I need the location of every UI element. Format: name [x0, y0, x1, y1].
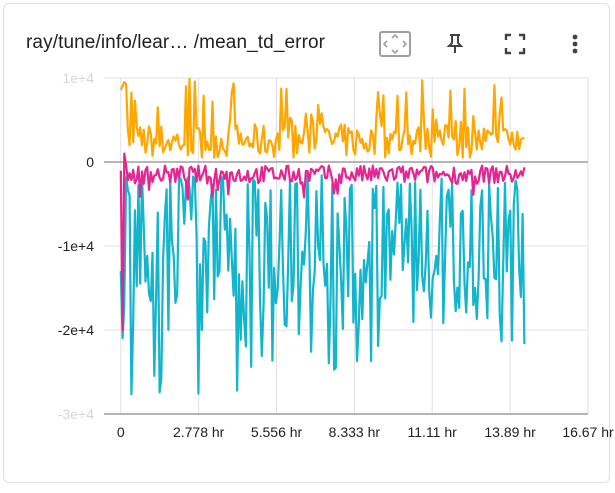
y-tick-label: -1e+4	[58, 238, 94, 254]
series-line	[119, 174, 526, 396]
pin-icon	[446, 34, 464, 53]
more-options-button[interactable]	[558, 28, 592, 60]
y-tick-label: -3e+4	[58, 406, 94, 422]
fullscreen-button[interactable]	[498, 28, 532, 60]
series-line	[119, 152, 526, 332]
x-tick-label: 2.778 hr	[173, 424, 225, 440]
x-tick-label: 8.333 hr	[329, 424, 381, 440]
x-tick-label: 0	[117, 424, 125, 440]
pin-button[interactable]	[438, 28, 472, 60]
y-tick-label: -2e+4	[58, 322, 94, 338]
fit-domain-button[interactable]	[378, 28, 412, 60]
fullscreen-icon	[504, 33, 526, 55]
y-tick-label: 0	[86, 154, 94, 170]
x-tick-label: 5.556 hr	[251, 424, 303, 440]
chart-title: ray/tune/info/lear… /mean_td_error	[26, 32, 326, 53]
x-tick-label: 11.11 hr	[408, 424, 458, 440]
x-tick-label: 16.67 hr	[562, 424, 614, 440]
series-line	[119, 78, 525, 159]
x-tick-label: 13.89 hr	[484, 424, 536, 440]
fit-domain-icon	[379, 31, 411, 57]
more-vert-icon	[572, 34, 578, 54]
y-tick-label: 1e+4	[62, 70, 94, 86]
